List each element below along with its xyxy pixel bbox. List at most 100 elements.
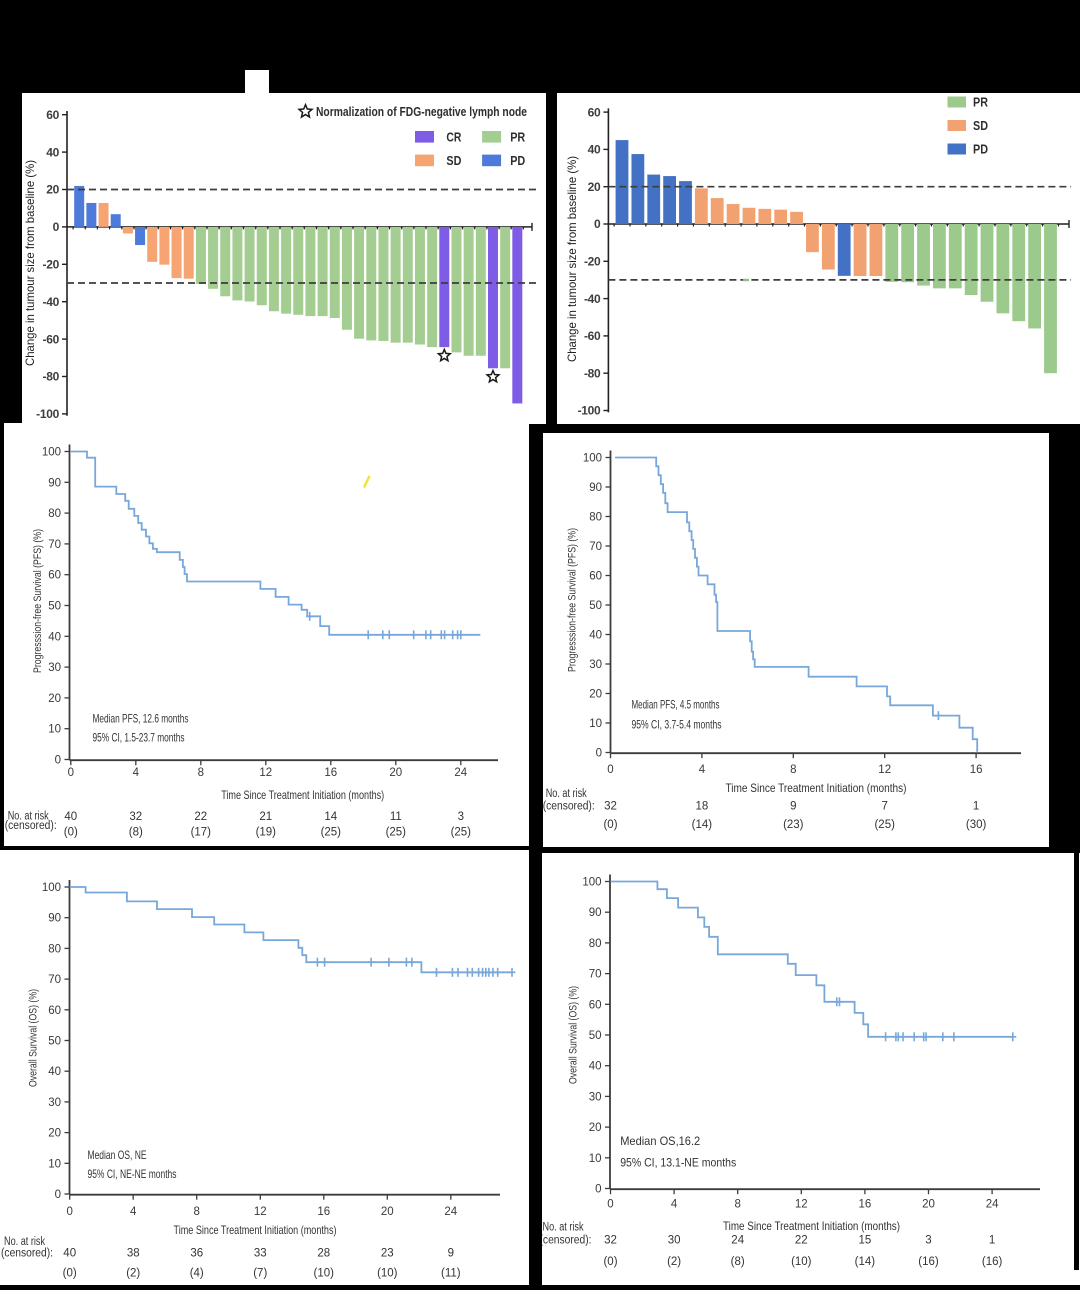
svg-text:-40: -40 bbox=[584, 292, 601, 306]
svg-text:18: 18 bbox=[696, 800, 709, 812]
svg-text:PR: PR bbox=[510, 131, 525, 145]
svg-text:50: 50 bbox=[589, 600, 602, 612]
svg-text:(censored):: (censored): bbox=[5, 820, 57, 832]
svg-text:30: 30 bbox=[48, 662, 61, 674]
svg-text:60: 60 bbox=[48, 1005, 61, 1017]
svg-text:(25): (25) bbox=[386, 827, 407, 839]
svg-text:0: 0 bbox=[595, 1184, 601, 1196]
svg-text:4: 4 bbox=[699, 764, 706, 776]
svg-text:21: 21 bbox=[259, 811, 272, 823]
svg-text:20: 20 bbox=[389, 767, 402, 779]
svg-text:No. at risk: No. at risk bbox=[8, 811, 49, 823]
svg-text:50: 50 bbox=[48, 1036, 61, 1048]
svg-text:12: 12 bbox=[878, 764, 891, 776]
svg-text:-80: -80 bbox=[43, 370, 60, 384]
svg-text:(25): (25) bbox=[321, 827, 342, 839]
svg-text:15: 15 bbox=[859, 1235, 872, 1247]
svg-text:30: 30 bbox=[589, 1091, 602, 1103]
svg-text:22: 22 bbox=[795, 1235, 808, 1247]
svg-text:Overall Survival (OS) (%): Overall Survival (OS) (%) bbox=[28, 989, 40, 1087]
svg-text:(censored):: (censored): bbox=[543, 800, 595, 812]
svg-text:Time Since Treatment Initiatio: Time Since Treatment Initiation (months) bbox=[221, 788, 384, 802]
svg-text:80: 80 bbox=[589, 512, 602, 524]
svg-text:(25): (25) bbox=[874, 819, 895, 831]
svg-text:0: 0 bbox=[55, 1189, 61, 1201]
svg-text:20: 20 bbox=[588, 180, 601, 194]
svg-text:16: 16 bbox=[859, 1198, 872, 1210]
svg-text:0: 0 bbox=[607, 764, 613, 776]
svg-text:(0): (0) bbox=[64, 827, 78, 839]
svg-text:(4): (4) bbox=[190, 1268, 204, 1280]
svg-text:3: 3 bbox=[925, 1235, 931, 1247]
svg-text:3: 3 bbox=[458, 811, 464, 823]
svg-text:30: 30 bbox=[668, 1235, 681, 1247]
svg-text:-20: -20 bbox=[43, 258, 60, 272]
svg-text:(14): (14) bbox=[855, 1256, 876, 1268]
svg-text:50: 50 bbox=[48, 601, 61, 613]
svg-text:16: 16 bbox=[324, 767, 337, 779]
svg-text:9: 9 bbox=[448, 1248, 454, 1260]
svg-text:-60: -60 bbox=[43, 332, 60, 346]
svg-text:(19): (19) bbox=[256, 827, 277, 839]
svg-text:No. at risk: No. at risk bbox=[546, 788, 587, 800]
svg-text:1: 1 bbox=[989, 1235, 995, 1247]
svg-text:70: 70 bbox=[589, 541, 602, 553]
svg-text:80: 80 bbox=[589, 938, 602, 950]
svg-text:-80: -80 bbox=[584, 366, 601, 380]
svg-text:(10): (10) bbox=[377, 1268, 398, 1280]
svg-text:40: 40 bbox=[48, 1066, 61, 1078]
svg-text:20: 20 bbox=[381, 1206, 394, 1218]
svg-text:20: 20 bbox=[922, 1198, 935, 1210]
svg-text:24: 24 bbox=[454, 767, 467, 779]
svg-text:Time Since Treatment Initiatio: Time Since Treatment Initiation (months) bbox=[726, 781, 907, 795]
svg-text:(0): (0) bbox=[603, 1256, 617, 1268]
svg-text:0: 0 bbox=[607, 1198, 613, 1210]
svg-text:Median OS, NE: Median OS, NE bbox=[88, 1148, 147, 1162]
svg-text:8: 8 bbox=[194, 1206, 200, 1218]
svg-text:Normalization of FDG-negative: Normalization of FDG-negative lymph node bbox=[316, 104, 527, 119]
svg-text:8: 8 bbox=[734, 1198, 740, 1210]
svg-text:60: 60 bbox=[589, 999, 602, 1011]
svg-text:0: 0 bbox=[596, 748, 602, 760]
svg-text:(14): (14) bbox=[692, 819, 713, 831]
svg-text:0: 0 bbox=[68, 767, 74, 779]
svg-text:16: 16 bbox=[317, 1206, 330, 1218]
svg-text:8: 8 bbox=[790, 764, 796, 776]
svg-text:28: 28 bbox=[317, 1248, 330, 1260]
svg-text:Median PFS, 12.6 months: Median PFS, 12.6 months bbox=[93, 712, 189, 726]
svg-text:30: 30 bbox=[589, 659, 602, 671]
svg-text:20: 20 bbox=[589, 689, 602, 701]
svg-text:(censored):: (censored): bbox=[1, 1248, 53, 1260]
svg-text:-40: -40 bbox=[43, 295, 60, 309]
svg-text:Median OS,16.2: Median OS,16.2 bbox=[620, 1134, 700, 1148]
svg-text:-20: -20 bbox=[584, 255, 601, 269]
svg-text:-100: -100 bbox=[36, 407, 59, 421]
svg-text:Progresssion-free Survival (PF: Progresssion-free Survival (PFS) (%) bbox=[567, 528, 579, 672]
svg-text:7: 7 bbox=[881, 800, 887, 812]
svg-text:40: 40 bbox=[46, 145, 59, 159]
svg-text:(0): (0) bbox=[603, 819, 617, 831]
svg-text:No. at risk: No. at risk bbox=[543, 1222, 584, 1234]
svg-text:38: 38 bbox=[127, 1248, 140, 1260]
svg-text:10: 10 bbox=[589, 1153, 602, 1165]
svg-text:20: 20 bbox=[48, 1128, 61, 1140]
svg-text:20: 20 bbox=[48, 693, 61, 705]
svg-text:12: 12 bbox=[259, 767, 272, 779]
svg-text:(0): (0) bbox=[63, 1268, 77, 1280]
svg-text:4: 4 bbox=[133, 767, 140, 779]
svg-text:(11): (11) bbox=[441, 1268, 461, 1280]
svg-text:SD: SD bbox=[973, 119, 988, 133]
svg-text:8: 8 bbox=[198, 767, 204, 779]
svg-text:60: 60 bbox=[46, 108, 59, 122]
svg-text:20: 20 bbox=[46, 183, 59, 197]
svg-text:36: 36 bbox=[190, 1248, 203, 1260]
svg-text:(17): (17) bbox=[191, 827, 212, 839]
svg-text:100: 100 bbox=[42, 882, 61, 894]
svg-text:32: 32 bbox=[129, 811, 142, 823]
svg-text:(8): (8) bbox=[731, 1256, 745, 1268]
svg-text:(23): (23) bbox=[783, 819, 804, 831]
svg-text:70: 70 bbox=[48, 974, 61, 986]
svg-text:10: 10 bbox=[48, 724, 61, 736]
svg-text:24: 24 bbox=[444, 1206, 457, 1218]
svg-text:20: 20 bbox=[589, 1122, 602, 1134]
